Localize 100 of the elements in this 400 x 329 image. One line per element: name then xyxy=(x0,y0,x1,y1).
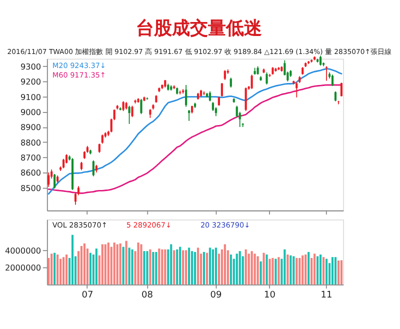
bar xyxy=(254,254,256,284)
bar xyxy=(161,249,164,284)
candlestick xyxy=(334,90,337,102)
bar xyxy=(158,248,160,284)
bar xyxy=(188,248,190,284)
bar xyxy=(206,252,208,284)
bar xyxy=(65,254,68,284)
candlestick xyxy=(224,70,226,80)
bar xyxy=(310,258,313,284)
bar xyxy=(250,251,253,284)
bar xyxy=(107,242,110,284)
x-tick-label: 11 xyxy=(320,290,332,301)
bar xyxy=(266,254,268,284)
bar xyxy=(62,257,65,284)
bar xyxy=(268,258,271,284)
candlestick xyxy=(98,143,100,154)
bar xyxy=(290,255,292,284)
bar xyxy=(54,252,56,284)
candlestick xyxy=(128,105,130,124)
y-tick-label: 2000000 xyxy=(4,262,42,273)
bar xyxy=(244,249,247,284)
bar xyxy=(260,261,262,284)
bar xyxy=(284,249,286,284)
bar xyxy=(140,244,142,284)
bar xyxy=(176,249,178,284)
bar xyxy=(322,257,325,284)
annotation: M20 9243.37↓ xyxy=(52,60,106,70)
y-tick-label: 4000000 xyxy=(4,245,42,256)
bar xyxy=(179,246,182,284)
bar xyxy=(218,254,220,284)
bar xyxy=(230,254,232,284)
bar xyxy=(191,251,194,284)
bar xyxy=(334,257,337,284)
bar xyxy=(208,248,212,284)
bar xyxy=(238,251,241,284)
bar xyxy=(170,244,172,284)
candlestick xyxy=(208,90,212,102)
bar xyxy=(320,254,322,284)
bar xyxy=(325,258,328,284)
bar xyxy=(60,258,62,284)
bar xyxy=(272,258,274,284)
bar xyxy=(248,254,250,284)
candlestick xyxy=(92,160,94,177)
candlestick xyxy=(48,172,50,188)
bar xyxy=(119,243,122,284)
bar xyxy=(104,244,106,284)
y-tick-label: 8600 xyxy=(20,168,42,178)
candlestick xyxy=(185,84,188,108)
x-tick-label: 08 xyxy=(141,290,154,301)
bar xyxy=(143,251,146,284)
bar xyxy=(236,254,238,284)
bar xyxy=(131,249,134,284)
bar xyxy=(125,240,128,284)
bar xyxy=(113,242,116,284)
bar xyxy=(173,250,176,284)
bar xyxy=(256,256,259,284)
bar xyxy=(146,251,148,284)
candlestick xyxy=(220,82,223,98)
candlestick xyxy=(230,77,232,88)
bar xyxy=(286,254,289,284)
bar xyxy=(278,257,280,284)
bar xyxy=(316,256,319,284)
candlestick xyxy=(340,82,343,97)
bar xyxy=(137,242,140,284)
bar xyxy=(196,248,200,284)
bar xyxy=(302,255,304,284)
bar xyxy=(337,260,340,284)
bar xyxy=(185,250,188,284)
bar xyxy=(122,246,124,284)
candlestick xyxy=(188,110,190,122)
candlestick xyxy=(296,82,298,98)
bar xyxy=(56,254,59,284)
candlestick xyxy=(325,66,328,82)
y-tick-label: 9100 xyxy=(20,92,42,102)
y-tick-label: 9300 xyxy=(20,61,42,72)
bar xyxy=(296,258,298,284)
candlestick xyxy=(101,134,104,144)
y-tick-label: 9200 xyxy=(20,76,42,87)
bar xyxy=(194,252,196,284)
bar xyxy=(214,248,217,284)
bar xyxy=(331,257,334,284)
candlestick xyxy=(140,98,142,115)
bar xyxy=(110,246,112,284)
annotation: M60 9171.35↑ xyxy=(52,70,106,80)
x-tick-label: 09 xyxy=(210,290,222,301)
bar xyxy=(149,249,152,284)
bar xyxy=(224,244,226,284)
bar xyxy=(50,254,53,284)
candlestick xyxy=(212,102,214,112)
bar xyxy=(314,254,316,284)
bar xyxy=(116,244,118,284)
bar xyxy=(202,252,206,284)
candlestick xyxy=(62,158,65,169)
bar xyxy=(182,250,184,284)
candlestick xyxy=(244,87,247,112)
x-tick-label: 07 xyxy=(82,290,94,301)
bar xyxy=(262,252,265,284)
y-tick-label: 9000 xyxy=(20,106,42,117)
annotation: 20 3236790↓ xyxy=(200,220,250,230)
bar xyxy=(83,243,86,284)
